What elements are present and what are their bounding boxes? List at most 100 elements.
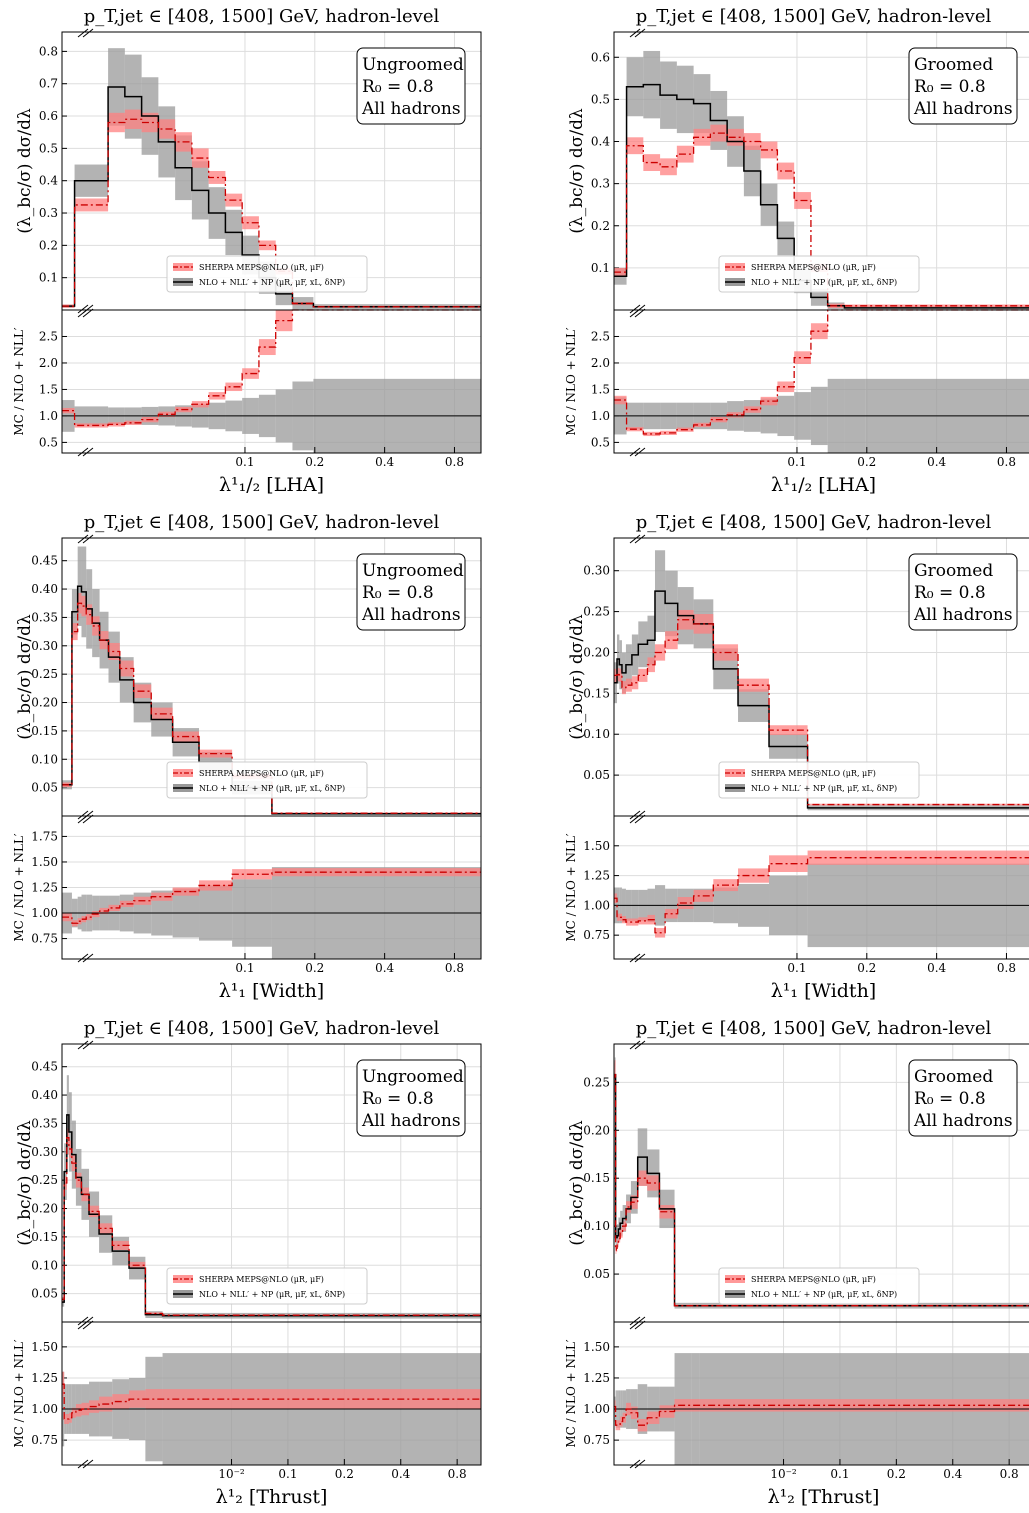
- mc-band: [647, 657, 655, 673]
- chart-title: p_T,jet ∈ [408, 1500] GeV, hadron-level: [84, 512, 440, 533]
- axis-break-mark: [629, 814, 646, 824]
- chart-title: p_T,jet ∈ [408, 1500] GeV, hadron-level: [84, 6, 440, 27]
- axis-break-mark: [629, 953, 646, 963]
- x-tick-label: 0.1: [235, 961, 254, 975]
- ratio-y-tick-label: 0.5: [591, 435, 610, 449]
- axis-break-mark: [77, 810, 94, 820]
- axis-break-mark: [629, 1320, 646, 1330]
- x-tick-label: 0.8: [997, 961, 1016, 975]
- ratio-y-axis-label: MC / NLO + NLL′: [12, 833, 26, 942]
- mc-band: [242, 216, 259, 230]
- legend-mc-swatch: [173, 263, 193, 271]
- ratio-axes-frame: [61, 1321, 482, 1466]
- mc-band: [693, 128, 711, 146]
- y-tick-label: 0.40: [31, 582, 58, 596]
- info-box-line: All hadrons: [913, 605, 1013, 625]
- y-tick-label: 0.05: [31, 781, 58, 795]
- ratio-mc-band: [151, 892, 173, 901]
- ratio-y-tick-label: 1.25: [583, 1371, 610, 1385]
- legend-mc-swatch: [173, 1275, 193, 1283]
- chart-title: p_T,jet ∈ [408, 1500] GeV, hadron-level: [636, 1018, 992, 1039]
- info-box-line: R₀ = 0.8: [914, 583, 986, 603]
- mc-band: [865, 304, 1029, 308]
- chart-title: p_T,jet ∈ [408, 1500] GeV, hadron-level: [636, 512, 992, 533]
- ratio-mc-line: [614, 309, 1029, 435]
- chart-panel-1: 0.1 0.2 0.3 0.4 0.5 0.6 0.7 0.8 0.5 1.0 1.5 2.0 2.5 0…: [12, 6, 482, 496]
- axis-break-mark: [629, 28, 646, 38]
- mc-band: [258, 240, 276, 251]
- chart-panel-2: 0.1 0.2 0.3 0.4 0.5 0.6 0.5 1.0 1.5 2.0 2.5 0.1 0.2 0…: [564, 6, 1029, 496]
- x-axis-label: λ¹₁ [Width]: [771, 980, 876, 1002]
- ratio-y-tick-label: 1.25: [31, 1371, 58, 1385]
- y-tick-label: 0.1: [591, 261, 610, 275]
- x-tick-label: 0.8: [997, 455, 1016, 469]
- y-tick-label: 0.35: [31, 1116, 58, 1130]
- legend-mc-swatch: [173, 769, 193, 777]
- ratio-mc-line: [62, 309, 481, 427]
- mc-line: [62, 602, 481, 814]
- info-box: [908, 47, 1018, 125]
- ratio-y-tick-label: 0.75: [31, 932, 58, 946]
- y-tick-label: 0.25: [31, 1173, 58, 1187]
- mc-band: [626, 137, 644, 155]
- ratio-mc-line: [614, 857, 1029, 934]
- axis-break-mark: [629, 810, 646, 820]
- legend-mc-label: SHERPA MEPS@NLO (μR, μF): [199, 1275, 324, 1284]
- legend-mc-label: SHERPA MEPS@NLO (μR, μF): [199, 769, 324, 778]
- legend-box: [718, 255, 920, 293]
- legend-mc-label: SHERPA MEPS@NLO (μR, μF): [751, 769, 876, 778]
- x-tick-label: 0.4: [375, 455, 394, 469]
- y-axis-label: (λ_bc/σ) dσ/dλ: [567, 614, 587, 740]
- y-tick-label: 0.10: [31, 1258, 58, 1272]
- ratio-mc-band: [807, 850, 1029, 865]
- ratio-mc-line: [614, 1404, 1029, 1426]
- ratio-axes-frame: [61, 309, 482, 454]
- ratio-y-axis-label: MC / NLO + NLL′: [12, 327, 26, 436]
- x-tick-label: 0.2: [857, 961, 876, 975]
- ratio-axes-frame: [613, 815, 1029, 960]
- y-tick-label: 0.20: [31, 696, 58, 710]
- mc-band: [621, 681, 626, 695]
- y-tick-label: 0.40: [31, 1088, 58, 1102]
- info-box: [908, 553, 1018, 631]
- info-box-line: Ungroomed: [362, 55, 464, 75]
- info-box-line: R₀ = 0.8: [362, 1089, 434, 1109]
- ratio-mc-band: [620, 1416, 623, 1427]
- ratio-y-tick-label: 1.25: [31, 881, 58, 895]
- x-tick-label: 0.8: [445, 455, 464, 469]
- ratio-y-tick-label: 1.00: [31, 1402, 58, 1416]
- ratio-mc-band: [129, 1390, 146, 1408]
- axis-break-mark: [77, 1040, 94, 1050]
- legend-mc-swatch: [725, 263, 745, 271]
- ratio-y-tick-label: 1.00: [31, 906, 58, 920]
- y-axis-label: (λ_bc/σ) dσ/dλ: [15, 614, 35, 740]
- ratio-y-tick-label: 0.5: [39, 435, 58, 449]
- legend-box: [718, 761, 920, 799]
- axis-break-mark: [77, 1459, 94, 1469]
- ratio-mc-band: [64, 1414, 67, 1424]
- ratio-y-tick-label: 1.5: [39, 382, 58, 396]
- axis-break-mark: [629, 534, 646, 544]
- y-axis-label: (λ_bc/σ) dσ/dλ: [15, 108, 35, 234]
- ratio-mc-band: [124, 420, 142, 425]
- x-tick-label: 0.1: [787, 961, 806, 975]
- mc-band: [844, 304, 866, 308]
- y-tick-label: 0.45: [31, 1060, 58, 1074]
- ratio-mc-band: [625, 918, 632, 926]
- info-box-line: Ungroomed: [362, 1067, 464, 1087]
- info-box-line: R₀ = 0.8: [362, 77, 434, 97]
- ratio-y-tick-label: 2.0: [39, 356, 58, 370]
- ratio-y-tick-label: 1.25: [583, 869, 610, 883]
- ratio-y-axis-label: MC / NLO + NLL′: [12, 1339, 26, 1448]
- axis-break-mark: [629, 1040, 646, 1050]
- axis-break-mark: [77, 1320, 94, 1330]
- ratio-y-tick-label: 2.5: [39, 329, 58, 343]
- ratio-y-tick-label: 0.75: [31, 1433, 58, 1447]
- ratio-mc-line: [62, 871, 481, 924]
- mc-band: [760, 141, 778, 159]
- legend-mc-label: SHERPA MEPS@NLO (μR, μF): [751, 1275, 876, 1284]
- y-tick-label: 0.30: [31, 1145, 58, 1159]
- x-tick-label: 0.8: [1000, 1467, 1019, 1481]
- mc-band: [637, 1170, 648, 1186]
- ratio-y-tick-label: 1.50: [31, 1340, 58, 1354]
